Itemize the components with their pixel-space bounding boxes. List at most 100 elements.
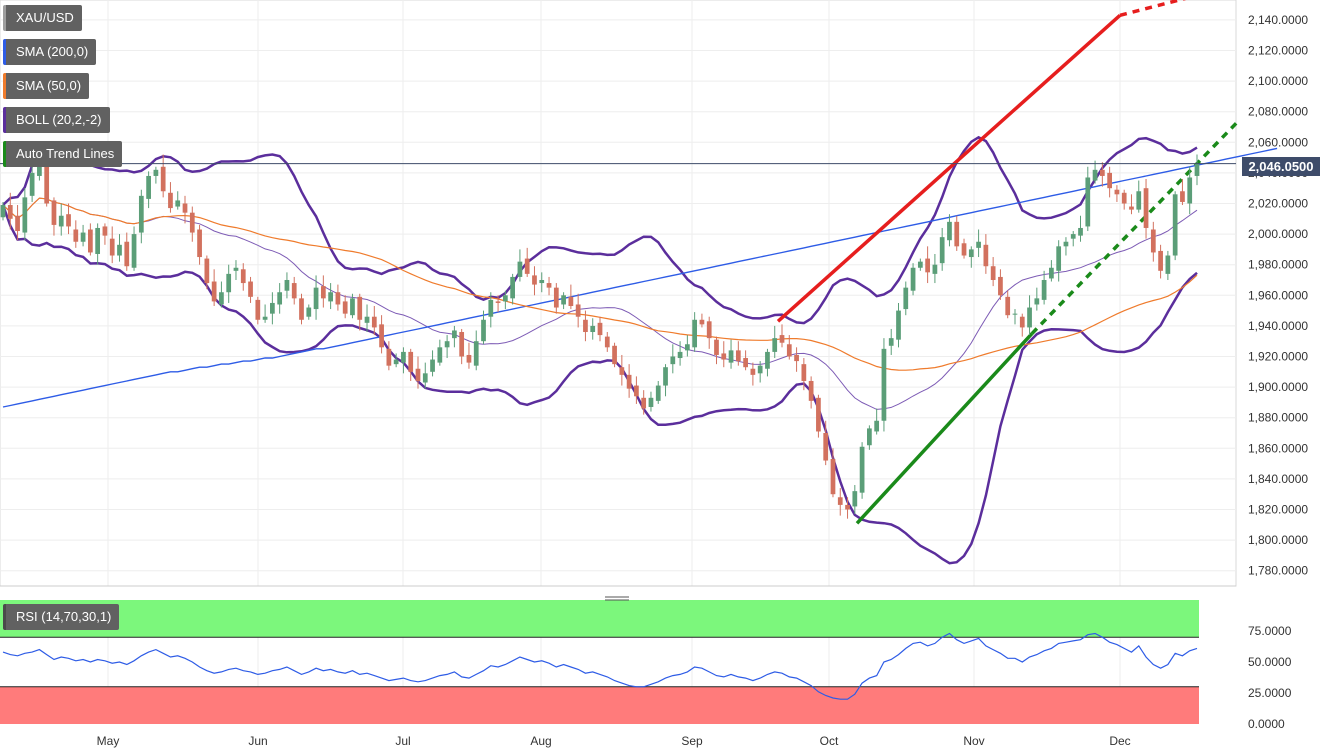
- candle[interactable]: [1034, 287, 1040, 311]
- candle[interactable]: [1194, 154, 1200, 186]
- candle[interactable]: [146, 171, 151, 209]
- candle[interactable]: [15, 205, 20, 241]
- candle[interactable]: [845, 497, 850, 519]
- candle[interactable]: [597, 316, 603, 342]
- candle[interactable]: [313, 275, 319, 320]
- pane-resize-handle[interactable]: [605, 591, 629, 601]
- candle[interactable]: [706, 316, 712, 349]
- candle[interactable]: [947, 214, 952, 247]
- candle[interactable]: [816, 394, 821, 438]
- candle[interactable]: [168, 182, 173, 213]
- candle[interactable]: [684, 335, 690, 357]
- candle[interactable]: [153, 166, 159, 184]
- candle[interactable]: [233, 260, 239, 280]
- candle[interactable]: [655, 380, 661, 404]
- candle[interactable]: [917, 258, 923, 271]
- candle[interactable]: [1092, 160, 1098, 184]
- candle[interactable]: [335, 284, 341, 311]
- candle[interactable]: [837, 488, 843, 516]
- candle[interactable]: [87, 223, 93, 256]
- candle[interactable]: [714, 336, 719, 365]
- candle[interactable]: [386, 341, 392, 371]
- candle[interactable]: [371, 306, 377, 336]
- candle[interactable]: [968, 246, 974, 268]
- candle[interactable]: [976, 229, 981, 258]
- candle[interactable]: [1005, 290, 1011, 319]
- candle[interactable]: [466, 342, 472, 369]
- candle[interactable]: [29, 165, 35, 202]
- candle[interactable]: [197, 224, 202, 265]
- candle[interactable]: [211, 269, 217, 307]
- candle[interactable]: [291, 276, 297, 305]
- candle[interactable]: [1172, 191, 1178, 261]
- candle[interactable]: [0, 201, 6, 221]
- candle[interactable]: [1158, 244, 1163, 279]
- candle[interactable]: [364, 304, 370, 333]
- candle[interactable]: [896, 302, 901, 348]
- candle[interactable]: [379, 315, 384, 354]
- candle[interactable]: [692, 312, 698, 352]
- candle[interactable]: [539, 272, 545, 293]
- candle[interactable]: [117, 234, 122, 262]
- candle[interactable]: [102, 223, 108, 245]
- candle[interactable]: [990, 257, 996, 287]
- candle[interactable]: [1041, 270, 1047, 305]
- candle[interactable]: [204, 255, 210, 290]
- candle[interactable]: [175, 191, 181, 210]
- candle[interactable]: [852, 485, 858, 515]
- candle[interactable]: [44, 159, 50, 207]
- candle[interactable]: [925, 246, 930, 284]
- candle[interactable]: [772, 325, 778, 359]
- rsi-panel[interactable]: 75.0000 50.0000 25.0000 0.0000: [0, 600, 1292, 731]
- candle[interactable]: [124, 232, 130, 271]
- candle[interactable]: [859, 442, 865, 499]
- candle[interactable]: [131, 226, 137, 271]
- candle[interactable]: [1114, 185, 1120, 202]
- candle[interactable]: [495, 295, 501, 313]
- legend-item-xauusd[interactable]: XAU/USD: [3, 5, 82, 31]
- candle[interactable]: [575, 293, 581, 328]
- legend-item-boll[interactable]: BOLL (20,2,-2): [3, 107, 110, 133]
- candle[interactable]: [1070, 231, 1076, 247]
- candle[interactable]: [1121, 189, 1127, 210]
- candle[interactable]: [1136, 180, 1142, 213]
- candle[interactable]: [328, 283, 333, 310]
- candle[interactable]: [350, 293, 355, 319]
- candle[interactable]: [437, 339, 443, 366]
- candle[interactable]: [765, 348, 770, 377]
- candle[interactable]: [481, 310, 486, 345]
- candle[interactable]: [524, 247, 530, 277]
- candle[interactable]: [735, 341, 741, 366]
- candle[interactable]: [903, 281, 909, 316]
- candle[interactable]: [160, 154, 166, 198]
- candle[interactable]: [721, 341, 727, 368]
- candle[interactable]: [1150, 221, 1156, 262]
- candle[interactable]: [626, 364, 632, 398]
- candle[interactable]: [255, 296, 261, 325]
- candle[interactable]: [983, 234, 989, 274]
- candle[interactable]: [1012, 309, 1018, 325]
- candle[interactable]: [867, 425, 872, 450]
- candle[interactable]: [612, 342, 617, 368]
- candle[interactable]: [561, 292, 566, 310]
- candle[interactable]: [7, 192, 13, 230]
- candle[interactable]: [306, 304, 312, 320]
- candle[interactable]: [1165, 250, 1171, 280]
- candle[interactable]: [1078, 215, 1083, 242]
- candle[interactable]: [1143, 179, 1149, 239]
- candle[interactable]: [1085, 166, 1091, 232]
- candle[interactable]: [954, 215, 960, 251]
- candle[interactable]: [1027, 295, 1032, 336]
- candle[interactable]: [189, 206, 195, 242]
- candle[interactable]: [1107, 166, 1113, 198]
- candle[interactable]: [408, 348, 414, 381]
- candle[interactable]: [1180, 179, 1185, 206]
- rsi-legend-label[interactable]: RSI (14,70,30,1): [3, 604, 120, 630]
- candle[interactable]: [830, 448, 836, 498]
- candle[interactable]: [415, 356, 421, 389]
- candle[interactable]: [1019, 313, 1025, 337]
- candle[interactable]: [961, 238, 967, 259]
- candlesticks[interactable]: [0, 154, 1200, 519]
- candle[interactable]: [881, 338, 887, 432]
